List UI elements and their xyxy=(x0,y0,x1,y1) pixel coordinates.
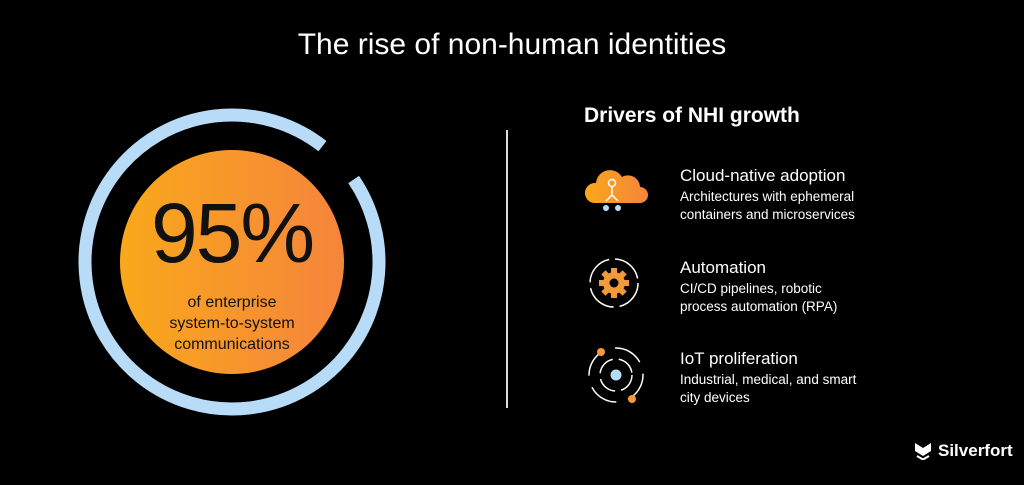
driver-title: Cloud-native adoption xyxy=(680,166,846,185)
caption-line: communications xyxy=(174,336,290,353)
driver-item: Automation CI/CD pipelines, robotic proc… xyxy=(680,258,837,316)
drivers-heading: Drivers of NHI growth xyxy=(584,104,800,127)
driver-desc: Industrial, medical, and smart xyxy=(680,372,857,387)
driver-desc: containers and microservices xyxy=(680,207,855,222)
percentage-gauge xyxy=(78,108,386,416)
driver-desc: city devices xyxy=(680,390,750,405)
cloud-network-icon xyxy=(584,170,648,211)
driver-desc: Architectures with ephemeral xyxy=(680,189,855,204)
gauge-disc xyxy=(120,150,344,374)
driver-title: Automation xyxy=(680,258,766,277)
driver-item: IoT proliferation Industrial, medical, a… xyxy=(680,349,856,407)
brand-name: Silverfort xyxy=(938,441,1013,460)
caption-line: system-to-system xyxy=(169,315,295,332)
driver-item: Cloud-native adoption Architectures with… xyxy=(680,166,855,224)
driver-title: IoT proliferation xyxy=(680,349,798,368)
caption-line: of enterprise xyxy=(187,294,277,311)
brand-logo: Silverfort xyxy=(914,441,1013,461)
orbit-icon xyxy=(588,347,644,403)
page-title: The rise of non-human identities xyxy=(297,28,727,61)
stat-caption: of enterprise system-to-system communica… xyxy=(120,292,344,355)
driver-desc: CI/CD pipelines, robotic xyxy=(680,281,822,296)
stat-value: 95% xyxy=(150,186,315,280)
gear-cycle-icon xyxy=(589,258,639,308)
gauge-ring xyxy=(78,108,386,416)
divider xyxy=(506,130,508,408)
silverfort-logo-icon xyxy=(915,443,931,460)
driver-desc: process automation (RPA) xyxy=(680,299,838,314)
